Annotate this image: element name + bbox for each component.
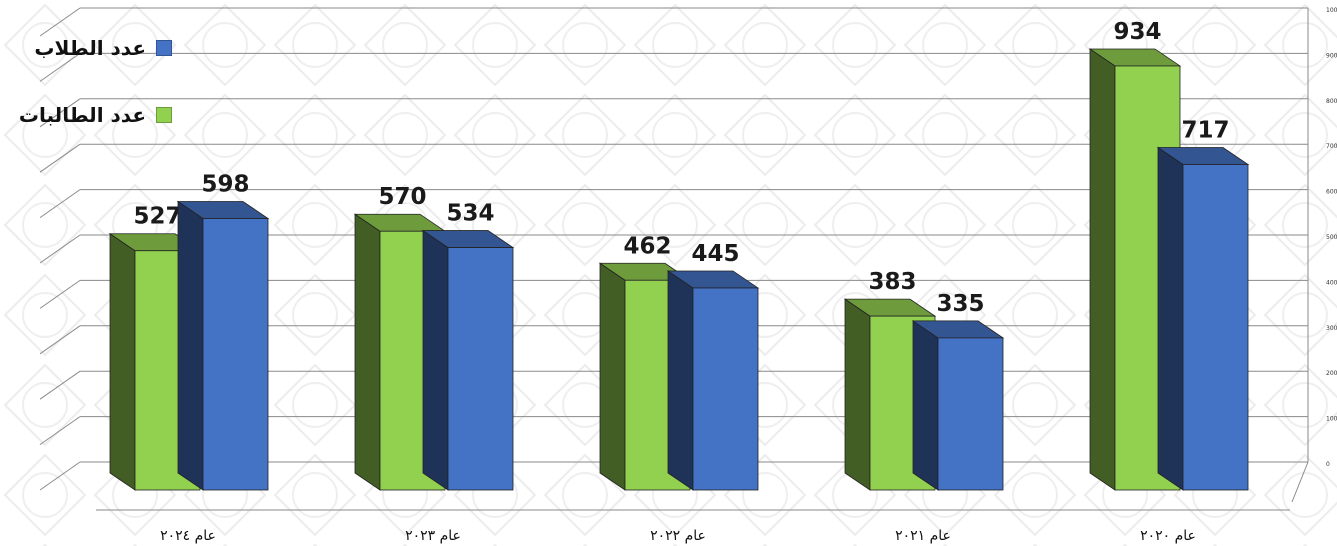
value-label-0-1: 570 <box>378 184 426 210</box>
y-tick-label: 100 <box>1326 416 1337 423</box>
bar-students-4 <box>1182 164 1249 491</box>
y-tick-label: 200 <box>1326 370 1337 377</box>
bar-side-1-4 <box>1157 146 1184 491</box>
bar-side-1-1 <box>422 229 449 491</box>
value-label-1-4: 717 <box>1181 117 1229 143</box>
legend-label-students: عدد الطلاب <box>34 36 146 60</box>
bar-students-2 <box>692 287 759 491</box>
gridline-side <box>39 143 81 173</box>
category-label-4: عام ٢٠٢٠ <box>1140 528 1196 544</box>
bar-side-0-2 <box>599 262 626 491</box>
y-tick-label: 500 <box>1326 234 1337 241</box>
category-label-0: عام ٢٠٢٤ <box>160 528 216 544</box>
bar-students-0 <box>202 218 269 491</box>
y-tick-label: 1000 <box>1326 7 1337 14</box>
bar-side-0-0 <box>109 232 136 491</box>
value-label-0-0: 527 <box>133 204 181 230</box>
floor-edge <box>1291 461 1309 503</box>
bar-side-1-0 <box>177 200 204 491</box>
value-label-0-3: 383 <box>868 269 916 295</box>
bar-side-0-3 <box>844 298 871 491</box>
legend-item-students: عدد الطلاب <box>34 36 172 60</box>
bar-side-0-4 <box>1089 48 1116 491</box>
gridline-side <box>39 325 81 355</box>
value-label-1-3: 335 <box>936 291 984 317</box>
value-label-0-2: 462 <box>623 233 671 259</box>
y-tick-label: 800 <box>1326 98 1337 105</box>
gridline-side <box>39 461 81 491</box>
category-label-1: عام ٢٠٢٣ <box>405 528 461 544</box>
gridline-side <box>39 279 81 309</box>
y-tick-label: 0 <box>1326 461 1330 468</box>
value-label-0-4: 934 <box>1113 19 1161 45</box>
gridline-side <box>39 52 81 82</box>
bar-side-0-1 <box>354 213 381 491</box>
legend-label-female-students: عدد الطالبات <box>18 103 146 127</box>
gridline-side <box>39 98 81 128</box>
bar-students-3 <box>937 337 1004 491</box>
y-tick-label: 600 <box>1326 189 1337 196</box>
y-tick-label: 700 <box>1326 143 1337 150</box>
legend-item-female-students: عدد الطالبات <box>19 103 172 127</box>
gridline-side <box>39 189 81 219</box>
gridline-side <box>39 416 81 446</box>
gridline-side <box>39 7 81 37</box>
y-tick-label: 300 <box>1326 325 1337 332</box>
bar-side-1-2 <box>667 270 694 491</box>
value-label-1-1: 534 <box>446 201 494 227</box>
category-label-2: عام ٢٠٢٢ <box>650 528 706 544</box>
category-label-3: عام ٢٠٢١ <box>895 528 951 544</box>
y-tick-label: 900 <box>1326 52 1337 59</box>
value-label-1-2: 445 <box>691 241 739 267</box>
legend-swatch-female-students <box>156 107 172 123</box>
gridline-side <box>39 370 81 400</box>
value-label-1-0: 598 <box>201 172 249 198</box>
bar-side-1-3 <box>912 320 939 491</box>
gridline-side <box>39 234 81 264</box>
legend-swatch-students <box>156 40 172 56</box>
y-tick-label: 400 <box>1326 279 1337 286</box>
bar-students-1 <box>447 247 514 491</box>
